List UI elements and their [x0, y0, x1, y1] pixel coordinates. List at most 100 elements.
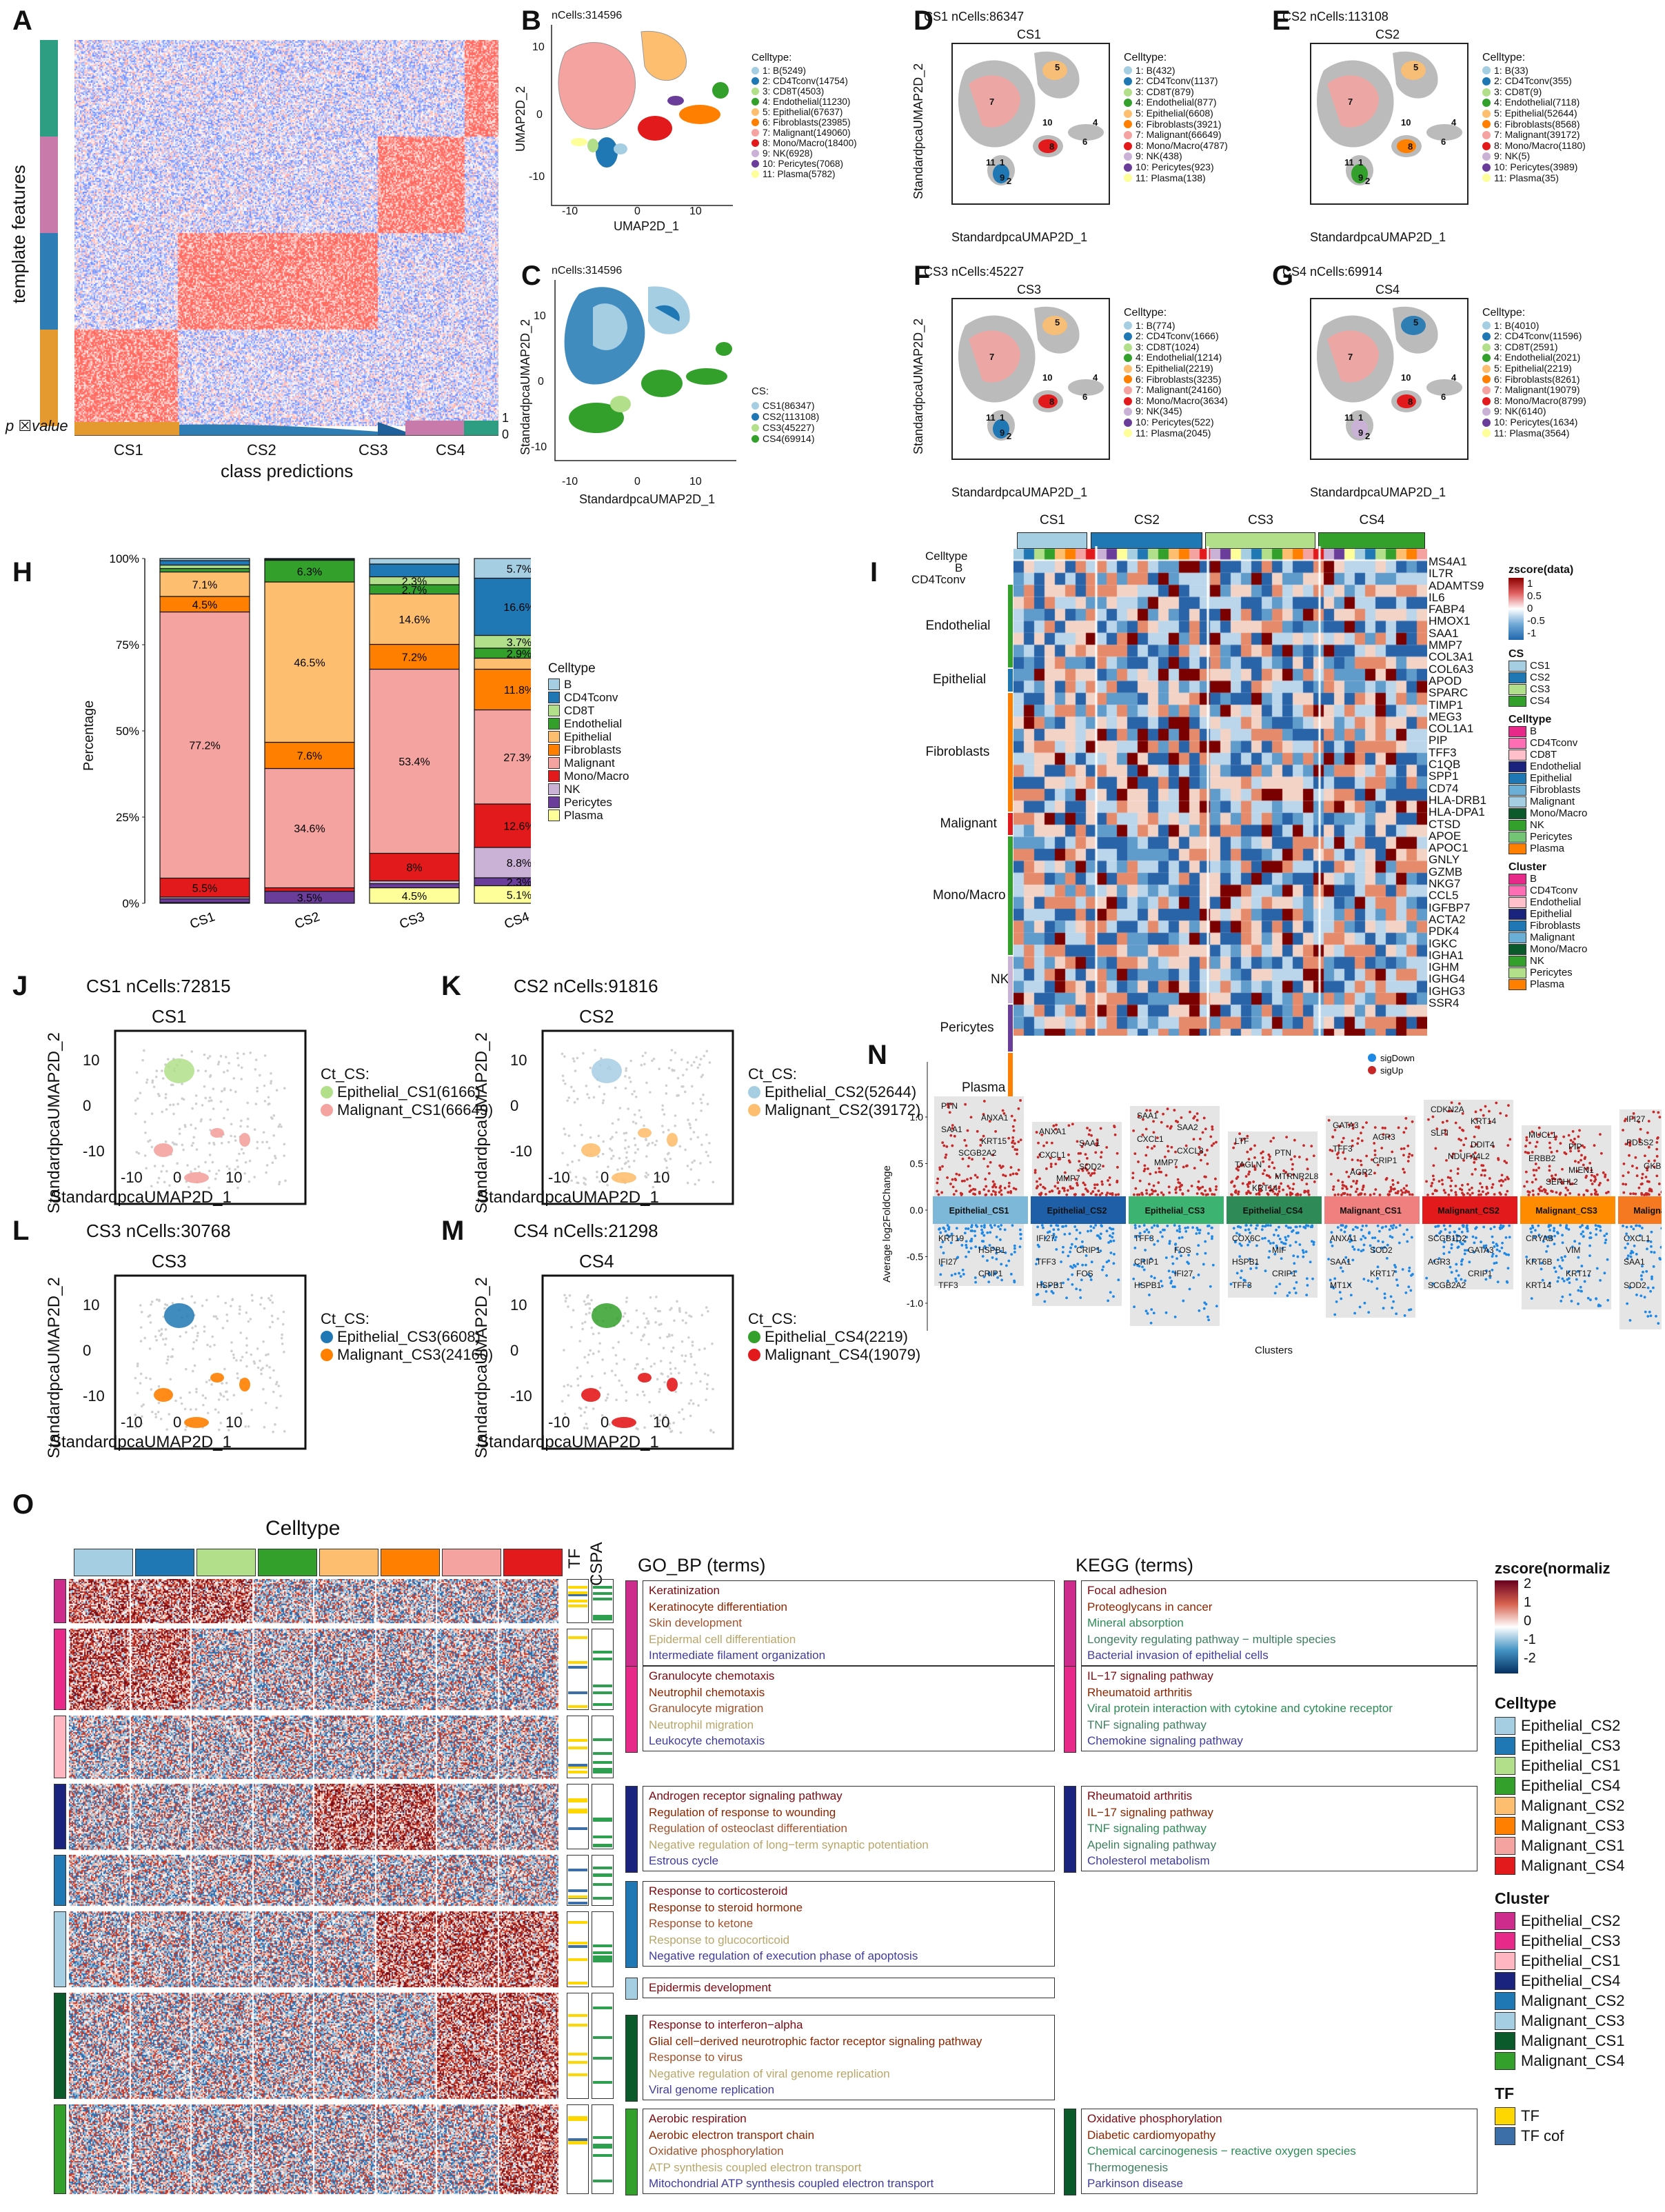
- sig-up-point: [1211, 1193, 1214, 1196]
- sig-up-point: [1038, 1177, 1041, 1180]
- sig-up-point: [1568, 1192, 1572, 1195]
- sig-down-point: [1295, 1225, 1298, 1229]
- sig-down-point: [1284, 1236, 1287, 1239]
- kegg-term: Proteoglycans in cancer: [1087, 1600, 1213, 1613]
- legend-swatch: [1368, 1066, 1376, 1074]
- sig-up-point: [1364, 1174, 1368, 1178]
- sig-down-point: [1341, 1269, 1344, 1273]
- cspa-mark: [593, 1585, 612, 1589]
- tf-mark: [568, 2116, 587, 2120]
- up-gene-label: CXCL8: [1177, 1146, 1204, 1156]
- legend-label: Malignant_CS3: [1521, 1817, 1625, 1834]
- sig-up-point: [1464, 1137, 1468, 1140]
- sig-up-point: [1391, 1150, 1394, 1154]
- sig-up-point: [1567, 1134, 1571, 1137]
- sig-up-point: [1149, 1172, 1152, 1176]
- sig-down-point: [980, 1228, 983, 1231]
- sig-down-point: [1269, 1242, 1272, 1245]
- sig-up-point: [1504, 1178, 1507, 1181]
- sig-up-point: [1147, 1167, 1149, 1170]
- go-term: Negative regulation of execution phase o…: [649, 1949, 918, 1962]
- go-term: Intermediate filament organization: [649, 1649, 826, 1662]
- sig-down-point: [1249, 1224, 1253, 1227]
- sig-down-point: [1171, 1262, 1175, 1265]
- sig-down-point: [1366, 1279, 1370, 1283]
- sig-down-point: [1150, 1308, 1153, 1311]
- sig-down-point: [1178, 1225, 1181, 1228]
- sig-up-point: [1468, 1188, 1471, 1192]
- sig-up-point: [1365, 1121, 1368, 1125]
- sig-up-point: [1206, 1162, 1209, 1165]
- sig-down-point: [1081, 1263, 1084, 1267]
- sig-up-point: [1261, 1150, 1264, 1154]
- legend-swatch: [751, 108, 759, 116]
- sig-down-point: [1466, 1229, 1469, 1233]
- sig-up-point: [1595, 1190, 1597, 1194]
- cluster-label: Malignant_CS1: [1340, 1206, 1402, 1216]
- sig-down-point: [1373, 1250, 1376, 1253]
- sig-down-point: [1338, 1291, 1342, 1294]
- legend-swatch: [1482, 364, 1491, 373]
- sig-up-point: [1278, 1185, 1281, 1189]
- sig-up-point: [1647, 1120, 1651, 1123]
- panel-i-group-label: Epithelial: [933, 672, 987, 687]
- sig-up-point: [946, 1103, 949, 1106]
- sig-down-point: [1311, 1225, 1314, 1229]
- legend-label: Malignant_CS4: [1521, 1857, 1625, 1874]
- sig-up-point: [1606, 1178, 1610, 1182]
- sig-up-point: [1033, 1169, 1037, 1172]
- kegg-block-bar: [1064, 1666, 1076, 1753]
- panel-letter-h: H: [12, 557, 32, 587]
- gene-label: CCL5: [1429, 889, 1459, 903]
- sig-down-point: [1391, 1227, 1395, 1229]
- sig-down-point: [1550, 1235, 1553, 1238]
- sig-up-point: [1056, 1181, 1060, 1185]
- sig-down-point: [1146, 1312, 1149, 1315]
- legend-item: 9: NK(438): [1124, 151, 1228, 162]
- kegg-term: TNF signaling pathway: [1087, 1822, 1207, 1835]
- sig-down-point: [1393, 1263, 1396, 1267]
- sig-up-point: [1447, 1109, 1451, 1113]
- sig-up-point: [1291, 1167, 1294, 1171]
- sig-up-point: [1204, 1154, 1207, 1156]
- sig-down-point: [1461, 1258, 1464, 1261]
- cluster-label: 7: [1348, 97, 1353, 107]
- legend-label: 2: CD4Tconv(1666): [1136, 330, 1219, 342]
- legend-swatch: [748, 1349, 760, 1361]
- gene-label: TFF3: [1429, 745, 1457, 759]
- down-gene-label: MIF: [1272, 1245, 1286, 1255]
- legend-item: Epithelial_CS1: [1495, 1951, 1624, 1971]
- sig-down-point: [974, 1280, 978, 1284]
- sig-down-point: [1238, 1243, 1242, 1245]
- sig-up-point: [1303, 1189, 1306, 1193]
- sig-down-point: [1248, 1240, 1251, 1243]
- panelD-ylabel: StandardpcaUMAP2D_2: [911, 63, 925, 199]
- sig-up-point: [1431, 1182, 1434, 1185]
- sig-down-point: [1180, 1236, 1184, 1239]
- down-gene-label: KRT17: [1566, 1269, 1591, 1278]
- panelJ-xlabel: StandardpcaUMAP2D_1: [50, 1188, 232, 1207]
- sig-down-point: [1060, 1260, 1063, 1263]
- sig-up-point: [1093, 1168, 1096, 1172]
- sig-down-point: [1184, 1227, 1187, 1229]
- down-gene-label: FOS: [1076, 1269, 1093, 1278]
- zscore-tick: 0.5: [1527, 590, 1542, 602]
- sig-down-point: [1275, 1244, 1278, 1247]
- bar-segment: [474, 803, 531, 848]
- sig-down-point: [1178, 1230, 1182, 1234]
- sig-down-point: [984, 1247, 987, 1249]
- sig-down-point: [944, 1229, 947, 1233]
- sig-up-point: [966, 1178, 969, 1181]
- sig-down-point: [1171, 1255, 1174, 1258]
- sig-down-point: [1159, 1231, 1162, 1234]
- sig-down-point: [1588, 1254, 1591, 1258]
- y-tick-label: 0: [83, 1342, 92, 1359]
- sig-up-point: [1362, 1184, 1365, 1187]
- sig-up-point: [971, 1158, 973, 1161]
- sig-up-point: [1174, 1191, 1178, 1194]
- down-gene-label: HSPB1: [1036, 1280, 1064, 1290]
- sig-down-point: [1462, 1225, 1465, 1228]
- sig-up-point: [1293, 1138, 1296, 1142]
- legend-swatch: [548, 783, 560, 795]
